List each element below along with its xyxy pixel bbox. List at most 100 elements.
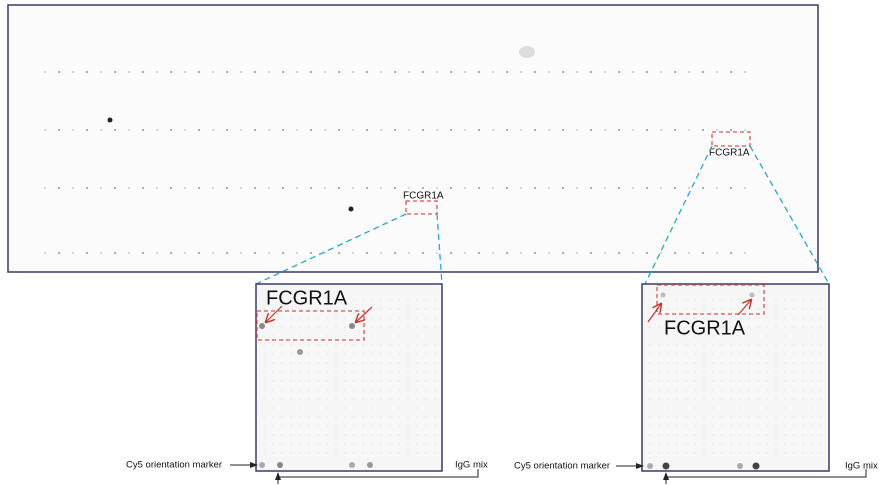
spot [268,252,270,254]
spot [685,371,687,373]
spot [478,252,480,254]
spot [72,187,74,189]
spot [703,434,705,436]
spot [702,71,704,73]
spot [703,335,705,337]
spot [156,129,158,131]
spot [766,353,768,355]
spot [272,407,274,409]
spot [308,353,310,355]
spot [716,252,718,254]
spot [272,344,274,346]
spot [434,416,436,418]
spot [721,308,723,310]
spot [793,362,795,364]
spot [784,407,786,409]
spot [739,344,741,346]
spot [310,71,312,73]
spot [349,323,355,329]
spot [703,344,705,346]
spot [685,335,687,337]
spot [338,129,340,131]
spot [371,398,373,400]
spot [335,416,337,418]
spot [272,416,274,418]
spot [820,335,822,337]
main-slide [7,4,819,273]
spot [775,452,777,454]
spot [308,407,310,409]
spot [793,344,795,346]
spot [757,353,759,355]
spot [658,317,660,319]
spot [272,362,274,364]
spot [646,187,648,189]
spot [811,299,813,301]
spot [802,452,804,454]
spot [362,416,364,418]
spot [464,187,466,189]
spot [685,380,687,382]
spot [371,371,373,373]
spot [590,129,592,131]
spot [646,252,648,254]
spot [811,434,813,436]
spot [694,389,696,391]
spot [263,389,265,391]
spot [156,252,158,254]
spot [820,308,822,310]
spot [674,252,676,254]
spot [263,353,265,355]
spot [272,398,274,400]
spot [618,129,620,131]
spot [784,416,786,418]
spot [658,389,660,391]
spot [317,362,319,364]
spot [335,362,337,364]
spot [128,187,130,189]
spot [299,308,301,310]
spot [44,187,46,189]
spot-label: FCGR1A [403,191,444,202]
spot [730,129,732,131]
spot [268,71,270,73]
spot [263,380,265,382]
spot [100,129,102,131]
spot [394,252,396,254]
spot [730,434,732,436]
spot [676,443,678,445]
spot [407,353,409,355]
spot [744,252,746,254]
spot [425,299,427,301]
spot [676,416,678,418]
spot [282,187,284,189]
spot [290,353,292,355]
spot [380,129,382,131]
spot [658,371,660,373]
spot [290,317,292,319]
arrow [737,300,751,316]
spot [371,416,373,418]
spot [425,389,427,391]
spot-grid [649,299,822,454]
spot [362,335,364,337]
spot [712,362,714,364]
spot [425,380,427,382]
spot [272,434,274,436]
spot [317,434,319,436]
spot [811,443,813,445]
spot [254,71,256,73]
spot [649,452,651,454]
spot [434,335,436,337]
bracket [278,469,479,478]
spot [290,425,292,427]
spot [184,129,186,131]
spot [380,434,382,436]
spot [802,353,804,355]
spot [317,398,319,400]
spot [290,452,292,454]
spot [272,380,274,382]
spot [748,362,750,364]
spot [344,317,346,319]
spot [263,344,265,346]
